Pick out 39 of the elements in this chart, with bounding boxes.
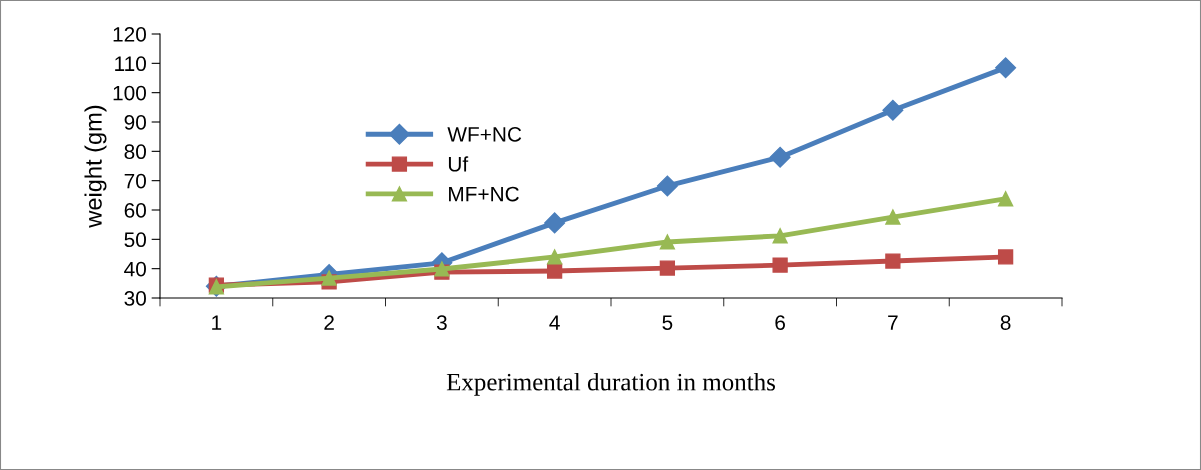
point	[885, 253, 901, 269]
x-tick-label: 5	[662, 315, 673, 330]
y-tick-label: 50	[124, 232, 146, 248]
y-tick-label: 120	[113, 27, 146, 42]
legend-label: WF+NC	[447, 127, 522, 142]
point	[659, 260, 676, 276]
y-tick-label: 70	[124, 173, 146, 189]
point	[997, 249, 1014, 265]
point	[659, 234, 676, 250]
point	[546, 249, 563, 265]
point	[885, 209, 901, 225]
point	[769, 146, 791, 168]
point	[772, 228, 788, 244]
x-tick-label: 6	[775, 315, 785, 330]
x-tick-label: 2	[324, 315, 334, 330]
point	[882, 99, 904, 121]
point	[772, 257, 788, 273]
y-tick-label: 80	[124, 144, 146, 160]
y-tick-label: 110	[115, 56, 146, 72]
y-tick-label: 30	[124, 291, 146, 306]
x-tick-label: 7	[888, 315, 898, 330]
x-tick-label: 8	[1000, 315, 1011, 330]
point	[997, 191, 1014, 207]
point	[544, 212, 566, 234]
x-axis-title: Experimental duration in months	[446, 372, 775, 396]
point	[546, 263, 563, 279]
point	[321, 270, 337, 286]
legend-label: Uf	[448, 156, 469, 172]
y-tick-label: 40	[124, 261, 146, 277]
x-tick-label: 4	[549, 315, 560, 330]
x-tick-label: 1	[212, 315, 222, 330]
y-axis-title: weight (gm)	[84, 105, 107, 228]
point	[995, 57, 1017, 79]
y-tick-label: 60	[124, 203, 146, 218]
point	[656, 175, 678, 197]
legend-label: MF+NC	[449, 186, 519, 202]
x-tick-label: 3	[436, 315, 447, 330]
y-tick-label: 90	[124, 115, 146, 130]
y-tick-label: 100	[113, 85, 146, 101]
